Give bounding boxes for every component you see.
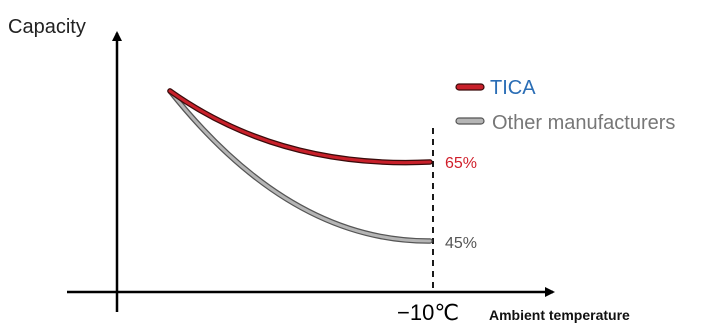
x-axis-label: Ambient temperature	[489, 307, 630, 323]
legend: TICA Other manufacturers	[455, 77, 675, 134]
legend-item-other-manufacturers: Other manufacturers	[455, 112, 675, 134]
legend-label-tica: TICA	[490, 77, 536, 99]
legend-label-other-manufacturers: Other manufacturers	[492, 112, 675, 134]
y-axis-label: Capacity	[8, 16, 86, 38]
x-marker-label: −10℃	[397, 300, 459, 325]
series-tica	[167, 88, 433, 166]
legend-item-tica: TICA	[455, 77, 536, 99]
series-other-manufacturers	[167, 88, 433, 244]
data-label-tica: 65%	[445, 155, 477, 172]
data-label-other-manufacturers: 45%	[445, 235, 477, 252]
